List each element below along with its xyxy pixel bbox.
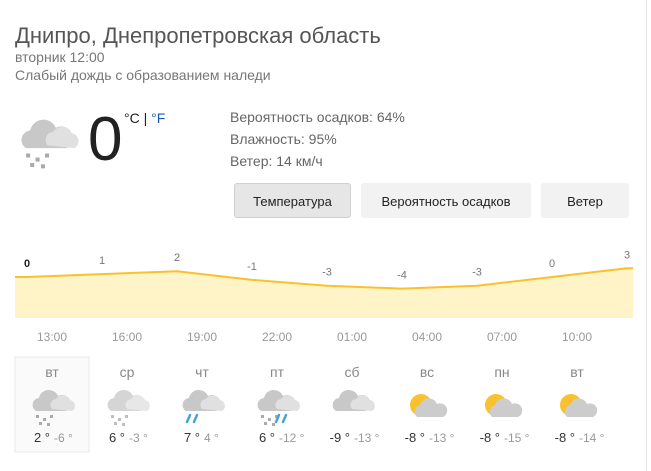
icon-part	[332, 389, 375, 411]
hour-time: 10:00	[562, 330, 592, 344]
current-temp: 0	[88, 105, 123, 174]
hour-temp-label: -3	[472, 267, 482, 279]
day-high: 6 °	[109, 430, 125, 445]
hour-time: 01:00	[337, 330, 367, 344]
weather-icon	[410, 394, 448, 417]
day-high: -9 °	[330, 430, 350, 445]
day-low: 4 °	[204, 431, 219, 445]
day-name: вс	[420, 364, 434, 380]
day-name: пт	[270, 364, 285, 380]
hour-temp-label: 2	[174, 252, 180, 264]
day-name: вт	[570, 364, 584, 380]
day-high: 6 °	[259, 430, 275, 445]
hour-temp-label: -1	[247, 261, 257, 273]
hour-temp-label: -4	[397, 270, 407, 282]
icon-part	[274, 413, 288, 424]
icon-part	[560, 394, 598, 417]
day-high: -8 °	[480, 430, 500, 445]
day-high: 2 °	[34, 430, 50, 445]
unit-c[interactable]: °C	[124, 110, 140, 126]
temp-line	[15, 267, 633, 290]
unit-sep: |	[143, 110, 148, 126]
unit-f[interactable]: °F	[151, 110, 166, 126]
day-name: пн	[494, 364, 509, 380]
detail: Ветер: 14 км/ч	[230, 153, 323, 169]
day-low: -12 °	[279, 431, 305, 445]
day-low: -3 °	[129, 431, 148, 445]
weather-icon	[485, 394, 523, 417]
hour-temp-label: 0	[24, 258, 30, 270]
title: Днипро, Днепропетровская область	[15, 23, 381, 48]
hour-temp-label: 3	[624, 249, 630, 261]
day-name: сб	[344, 364, 359, 380]
day-low: -15 °	[504, 431, 530, 445]
tab[interactable]: Температура	[234, 183, 351, 218]
hour-time: 13:00	[37, 330, 67, 344]
condition: Слабый дождь с образованием наледи	[15, 67, 271, 83]
icon-part	[111, 415, 128, 426]
icon-part	[26, 153, 50, 169]
day-name: вт	[45, 364, 59, 380]
icon-part	[257, 389, 300, 411]
day-low: -13 °	[429, 431, 455, 445]
day-low: -13 °	[354, 431, 380, 445]
weather-icon	[257, 389, 300, 426]
units: °C | °F	[124, 110, 165, 126]
tab[interactable]: Вероятность осадков	[361, 183, 531, 218]
hour-time: 07:00	[487, 330, 517, 344]
hour-temp-label: -3	[322, 267, 332, 279]
weather-icon	[21, 119, 79, 169]
hour-temp-label: 1	[99, 255, 105, 267]
weather-icon	[332, 389, 375, 411]
weather-icon	[107, 389, 150, 426]
weather-icon	[560, 394, 598, 417]
day-name: ср	[120, 364, 135, 380]
hour-time: 22:00	[262, 330, 292, 344]
time: вторник 12:00	[15, 49, 105, 65]
icon-part	[107, 389, 150, 411]
icon-part	[185, 413, 199, 424]
icon-part	[410, 394, 448, 417]
day-high: -8 °	[405, 430, 425, 445]
day-high: -8 °	[555, 430, 575, 445]
tab[interactable]: Ветер	[541, 183, 629, 218]
day-low: -14 °	[579, 431, 605, 445]
icon-part	[182, 389, 225, 411]
day-low: -6 °	[54, 431, 73, 445]
hour-time: 16:00	[112, 330, 142, 344]
day-high: 7 °	[184, 430, 200, 445]
hour-time: 19:00	[187, 330, 217, 344]
weather-icon	[182, 389, 225, 424]
hour-time: 04:00	[412, 330, 442, 344]
temp-area	[15, 268, 633, 318]
hour-temp-label: 0	[549, 258, 555, 270]
day-name: чт	[195, 364, 209, 380]
icon-part	[485, 394, 523, 417]
icon-part	[21, 119, 79, 149]
detail: Вероятность осадков: 64%	[230, 109, 405, 125]
detail: Влажность: 95%	[230, 131, 337, 147]
